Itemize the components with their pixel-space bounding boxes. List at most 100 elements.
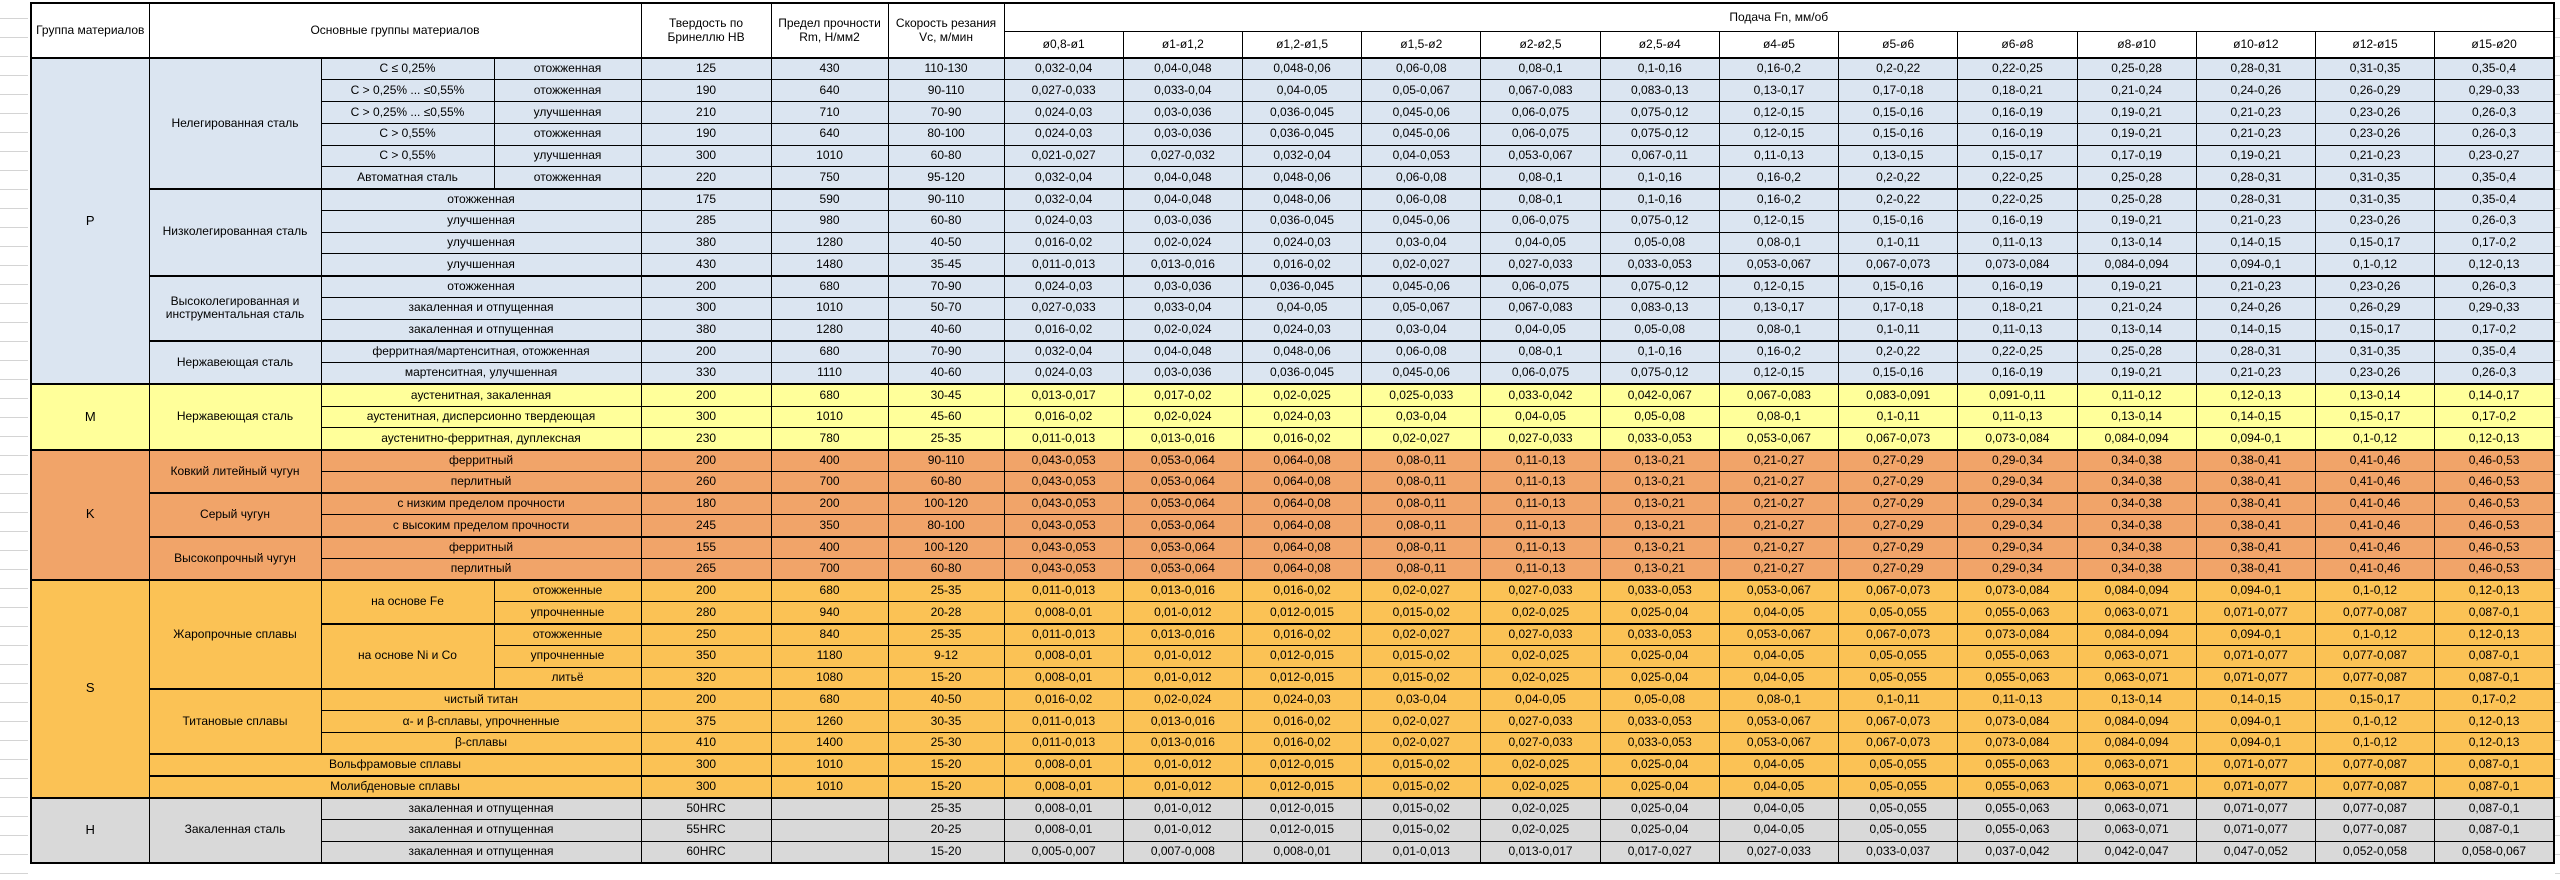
feed-value-cell[interactable]: 0,04-0,048	[1122, 339, 1243, 363]
material-cell[interactable]: β-сплавы	[320, 731, 642, 755]
feed-value-cell[interactable]: 0,26-0,29	[2314, 296, 2436, 320]
feed-value-cell[interactable]: 0,21-0,24	[2076, 296, 2197, 320]
feed-value-cell[interactable]: 0,14-0,15	[2195, 318, 2316, 342]
feed-value-cell[interactable]: 0,032-0,04	[1241, 144, 1363, 168]
feed-value-cell[interactable]: 0,032-0,04	[1003, 187, 1124, 211]
feed-value-cell[interactable]: 0,027-0,033	[1480, 710, 1601, 733]
feed-value-cell[interactable]: 0,04-0,05	[1718, 818, 1840, 842]
feed-value-cell[interactable]: 0,25-0,28	[2076, 166, 2197, 189]
strength-cell[interactable]: 680	[770, 339, 889, 363]
hardness-cell[interactable]: 55HRC	[640, 818, 772, 842]
material-cell[interactable]: аустенитно-ферритная, дуплексная	[320, 427, 642, 450]
hardness-cell[interactable]: 260	[640, 470, 772, 494]
feed-value-cell[interactable]: 0,071-0,077	[2195, 666, 2316, 690]
material-cell[interactable]: Нелегированная сталь	[148, 57, 322, 189]
feed-value-cell[interactable]: 0,17-0,19	[2076, 144, 2197, 168]
feed-value-cell[interactable]: 0,31-0,35	[2314, 166, 2436, 189]
header-feed-diameter[interactable]: ø5-ø6	[1838, 30, 1959, 59]
feed-value-cell[interactable]: 0,011-0,013	[1003, 427, 1124, 450]
hardness-cell[interactable]: 190	[640, 79, 772, 102]
feed-value-cell[interactable]: 0,063-0,071	[2076, 644, 2197, 668]
speed-cell[interactable]: 40-50	[887, 231, 1005, 255]
feed-value-cell[interactable]: 0,38-0,41	[2195, 535, 2316, 559]
speed-cell[interactable]: 95-120	[887, 166, 1005, 189]
speed-cell[interactable]: 60-80	[887, 470, 1005, 494]
feed-value-cell[interactable]: 0,073-0,084	[1957, 579, 2078, 603]
group-label-cell[interactable]: S	[30, 579, 150, 798]
hardness-cell[interactable]: 280	[640, 601, 772, 624]
feed-value-cell[interactable]: 0,1-0,16	[1599, 166, 1720, 189]
feed-value-cell[interactable]: 0,036-0,045	[1241, 122, 1363, 146]
feed-value-cell[interactable]: 0,036-0,045	[1241, 209, 1363, 233]
feed-value-cell[interactable]: 0,02-0,025	[1480, 601, 1601, 624]
feed-value-cell[interactable]: 0,34-0,38	[2076, 535, 2197, 559]
feed-value-cell[interactable]: 0,21-0,27	[1718, 448, 1840, 472]
speed-cell[interactable]: 40-60	[887, 362, 1005, 385]
feed-value-cell[interactable]: 0,071-0,077	[2195, 601, 2316, 624]
feed-value-cell[interactable]: 0,29-0,34	[1957, 535, 2078, 559]
material-cell[interactable]: отожженная	[493, 57, 642, 81]
feed-value-cell[interactable]: 0,087-0,1	[2434, 796, 2555, 820]
feed-value-cell[interactable]: 0,02-0,025	[1480, 666, 1601, 690]
feed-value-cell[interactable]: 0,011-0,013	[1003, 253, 1124, 276]
feed-value-cell[interactable]: 0,077-0,087	[2314, 818, 2436, 842]
feed-value-cell[interactable]: 0,015-0,02	[1361, 774, 1482, 798]
feed-value-cell[interactable]: 0,024-0,03	[1003, 209, 1124, 233]
material-cell[interactable]: ферритный	[320, 535, 642, 559]
feed-value-cell[interactable]: 0,1-0,12	[2314, 253, 2436, 276]
hardness-cell[interactable]: 60HRC	[640, 840, 772, 864]
strength-cell[interactable]: 1480	[770, 253, 889, 276]
feed-value-cell[interactable]: 0,055-0,063	[1957, 774, 2078, 798]
material-cell[interactable]: отожженная	[493, 166, 642, 189]
feed-value-cell[interactable]: 0,025-0,04	[1599, 644, 1720, 668]
hardness-cell[interactable]: 210	[640, 101, 772, 124]
feed-value-cell[interactable]: 0,16-0,19	[1957, 209, 2078, 233]
strength-cell[interactable]: 1280	[770, 318, 889, 342]
feed-value-cell[interactable]: 0,2-0,22	[1838, 187, 1959, 211]
material-cell[interactable]: улучшенная	[493, 101, 642, 124]
feed-value-cell[interactable]: 0,087-0,1	[2434, 601, 2555, 624]
feed-value-cell[interactable]: 0,048-0,06	[1241, 339, 1363, 363]
feed-value-cell[interactable]: 0,08-0,1	[1718, 318, 1840, 342]
feed-value-cell[interactable]: 0,13-0,15	[1838, 144, 1959, 168]
feed-value-cell[interactable]: 0,27-0,29	[1838, 514, 1959, 537]
feed-value-cell[interactable]: 0,016-0,02	[1003, 318, 1124, 342]
hardness-cell[interactable]: 285	[640, 209, 772, 233]
feed-value-cell[interactable]: 0,017-0,027	[1599, 840, 1720, 864]
feed-value-cell[interactable]: 0,02-0,027	[1361, 710, 1482, 733]
feed-value-cell[interactable]: 0,26-0,3	[2434, 209, 2555, 233]
speed-cell[interactable]: 15-20	[887, 753, 1005, 777]
feed-value-cell[interactable]: 0,017-0,02	[1122, 383, 1243, 407]
feed-value-cell[interactable]: 0,41-0,46	[2314, 470, 2436, 494]
feed-value-cell[interactable]: 0,21-0,27	[1718, 470, 1840, 494]
strength-cell[interactable]: 400	[770, 535, 889, 559]
feed-value-cell[interactable]: 0,11-0,13	[1957, 231, 2078, 255]
speed-cell[interactable]: 110-130	[887, 57, 1005, 81]
feed-value-cell[interactable]: 0,04-0,05	[1718, 644, 1840, 668]
feed-value-cell[interactable]: 0,032-0,04	[1003, 339, 1124, 363]
feed-value-cell[interactable]: 0,16-0,2	[1718, 339, 1840, 363]
feed-value-cell[interactable]: 0,08-0,1	[1480, 166, 1601, 189]
material-cell[interactable]: Автоматная сталь	[320, 166, 495, 189]
feed-value-cell[interactable]: 0,053-0,064	[1122, 470, 1243, 494]
speed-cell[interactable]: 60-80	[887, 209, 1005, 233]
feed-value-cell[interactable]: 0,21-0,23	[2195, 362, 2316, 385]
feed-value-cell[interactable]: 0,23-0,26	[2314, 122, 2436, 146]
strength-cell[interactable]: 350	[770, 514, 889, 537]
strength-cell[interactable]: 640	[770, 79, 889, 102]
speed-cell[interactable]: 50-70	[887, 296, 1005, 320]
material-cell[interactable]: α- и β-сплавы, упрочненные	[320, 710, 642, 733]
feed-value-cell[interactable]: 0,08-0,11	[1361, 514, 1482, 537]
feed-value-cell[interactable]: 0,053-0,067	[1718, 710, 1840, 733]
feed-value-cell[interactable]: 0,012-0,015	[1241, 666, 1363, 690]
feed-value-cell[interactable]: 0,013-0,017	[1003, 383, 1124, 407]
feed-value-cell[interactable]: 0,15-0,16	[1838, 362, 1959, 385]
material-cell[interactable]: Высокопрочный чугун	[148, 535, 322, 581]
feed-value-cell[interactable]: 0,084-0,094	[2076, 579, 2197, 603]
feed-value-cell[interactable]: 0,053-0,067	[1718, 731, 1840, 755]
feed-value-cell[interactable]: 0,35-0,4	[2434, 339, 2555, 363]
feed-value-cell[interactable]: 0,15-0,17	[2314, 405, 2436, 429]
feed-value-cell[interactable]: 0,02-0,024	[1122, 687, 1243, 711]
material-cell[interactable]: С > 0,25% ... ≤0,55%	[320, 79, 495, 102]
feed-value-cell[interactable]: 0,073-0,084	[1957, 710, 2078, 733]
